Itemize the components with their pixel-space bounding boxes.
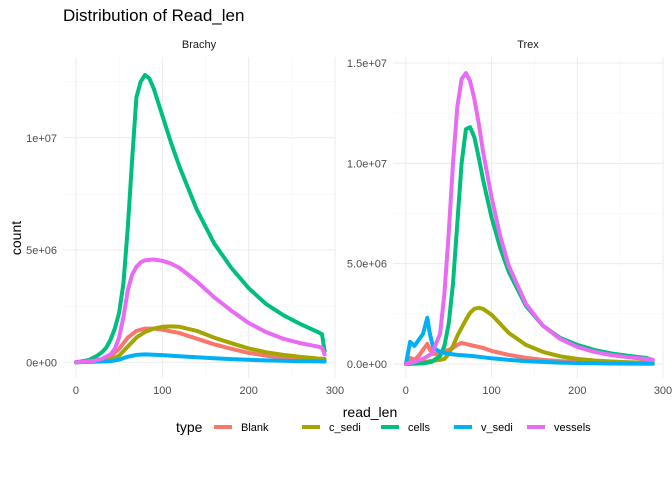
y-tick-label: 0e+00 <box>26 357 57 369</box>
y-axis-title: count <box>8 221 24 255</box>
chart-panels: Brachy 0 100 200 300 0e+00 5e+06 1e+07 Trex 0 100 2… <box>26 39 672 397</box>
panel-trex: Trex 0 100 200 300 0.0e+00 5.0e+06 1.0e+07 1.5e+… <box>347 39 672 397</box>
y-tick-label: 5e+06 <box>26 245 57 257</box>
series-line-vessels <box>403 71 655 366</box>
legend-label: cells <box>408 422 431 434</box>
x-axis-title: read_len <box>343 404 398 420</box>
x-tick-label: 0 <box>73 385 79 397</box>
x-tick-label: 100 <box>153 385 171 397</box>
x-tick-label: 200 <box>568 385 586 397</box>
x-tick-label: 300 <box>654 385 672 397</box>
series-line-vessels <box>74 257 327 365</box>
legend-label: vessels <box>554 422 591 434</box>
panel-strip-label: Trex <box>517 39 539 51</box>
legend-label: c_sedi <box>329 422 361 434</box>
series-line-v-sedi <box>403 315 655 366</box>
legend-label: v_sedi <box>481 422 513 434</box>
series-line-cells <box>74 73 327 365</box>
y-tick-label: 1.0e+07 <box>347 158 387 170</box>
legend-label: Blank <box>241 422 269 434</box>
y-tick-label: 1e+07 <box>26 133 57 145</box>
series-line-v-sedi <box>74 352 327 365</box>
panel-strip-label: Brachy <box>182 39 217 51</box>
x-tick-label: 0 <box>403 385 409 397</box>
chart-title: Distribution of Read_len <box>63 6 244 25</box>
x-tick-label: 100 <box>482 385 500 397</box>
series-line-cells <box>403 125 655 366</box>
series-line-c-sedi <box>74 324 327 365</box>
legend: type Blank c_sedi cells v_sedi vessels <box>176 419 591 435</box>
y-tick-label: 5.0e+06 <box>347 259 387 271</box>
x-tick-label: 200 <box>239 385 257 397</box>
y-tick-label: 0.0e+00 <box>347 359 387 371</box>
y-tick-label: 1.5e+07 <box>347 58 387 70</box>
x-tick-label: 300 <box>326 385 344 397</box>
panel-brachy: Brachy 0 100 200 300 0e+00 5e+06 1e+07 <box>26 39 344 397</box>
series-line-c-sedi <box>403 305 655 366</box>
legend-title: type <box>176 419 203 435</box>
